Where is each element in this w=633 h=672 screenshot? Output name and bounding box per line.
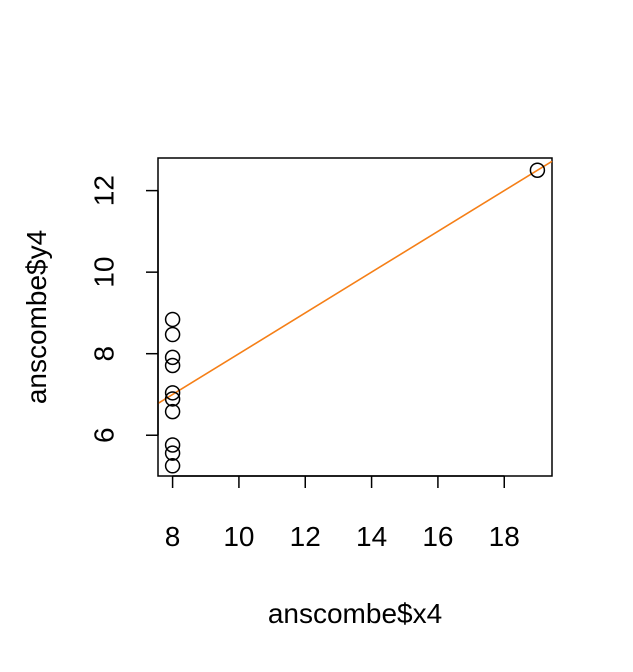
x-tick-label: 18: [489, 521, 520, 552]
data-point: [164, 349, 181, 366]
x-axis-title: anscombe$x4: [268, 598, 442, 629]
y-tick-label: 6: [88, 427, 119, 443]
data-point: [529, 162, 546, 178]
plot-area: [157, 157, 553, 477]
data-point: [164, 385, 181, 401]
data-point: [164, 458, 181, 474]
points-layer: [164, 162, 546, 474]
y-tick-label: 8: [88, 346, 119, 362]
x-tick-label: 16: [422, 521, 453, 552]
fit-line-layer: [157, 160, 553, 405]
x-tick-label: 10: [223, 521, 254, 552]
x-tick-label: 12: [290, 521, 321, 552]
x-axis: 8 10 12 14 16 18: [165, 475, 520, 552]
y-axis-title: anscombe$y4: [21, 230, 52, 404]
y-axis: 6 8 10 12: [88, 175, 159, 443]
data-point: [164, 326, 181, 343]
plot-frame: [157, 157, 553, 477]
data-point: [164, 391, 181, 407]
y-tick-label: 12: [88, 175, 119, 206]
y-tick-label: 10: [88, 257, 119, 288]
data-point: [164, 311, 181, 328]
regression-line: [157, 160, 553, 405]
x-tick-label: 8: [165, 521, 181, 552]
data-point: [164, 445, 181, 461]
data-point: [164, 357, 181, 374]
data-point: [164, 403, 181, 420]
x-tick-label: 14: [356, 521, 387, 552]
data-point: [164, 437, 181, 453]
